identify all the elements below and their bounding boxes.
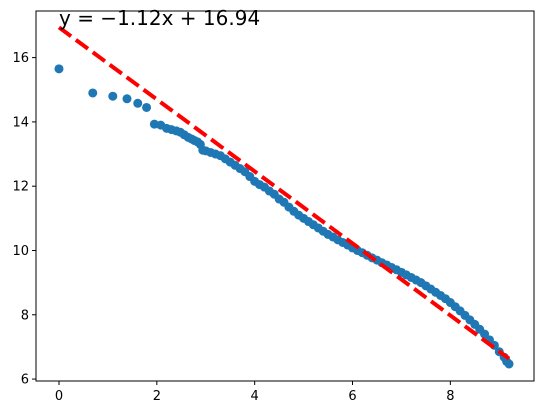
data-points — [54, 64, 514, 369]
x-tick-label: 8 — [446, 389, 454, 404]
y-tick-label: 6 — [21, 373, 29, 388]
data-point — [122, 94, 132, 104]
x-tick-label: 6 — [348, 389, 356, 404]
y-tick-label: 12 — [12, 180, 29, 195]
y-tick-label: 8 — [21, 308, 29, 323]
fit-line — [57, 25, 511, 361]
plot-area-frame — [35, 10, 535, 382]
data-point — [54, 64, 64, 74]
data-point — [88, 88, 98, 98]
x-tick-label: 0 — [55, 389, 63, 404]
y-tick-label: 14 — [12, 115, 29, 130]
data-point — [108, 91, 118, 101]
equation-annotation: y = −1.12x + 16.94 — [59, 6, 260, 30]
x-tick-label: 2 — [153, 389, 161, 404]
data-point — [142, 102, 152, 112]
y-axis: 6 8 10 12 14 16 — [12, 51, 36, 388]
x-tick-label: 4 — [251, 389, 259, 404]
data-point — [504, 359, 514, 369]
data-point — [133, 98, 143, 108]
x-axis: 0 2 4 6 8 — [55, 381, 454, 404]
y-tick-label: 16 — [12, 51, 29, 66]
y-tick-label: 10 — [12, 244, 29, 259]
